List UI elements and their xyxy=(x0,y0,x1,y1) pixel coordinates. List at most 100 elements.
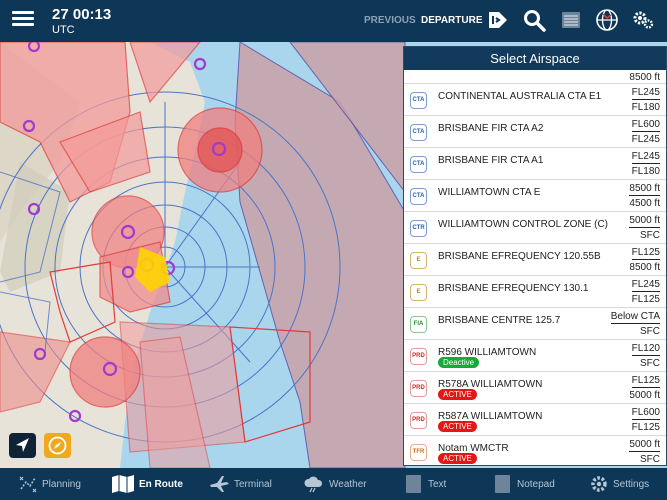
nav-en-route[interactable]: En Route xyxy=(111,468,183,500)
nav-label: Settings xyxy=(613,478,650,490)
location-arrow-icon xyxy=(16,438,29,452)
airspace-type-badge: CTR xyxy=(410,220,427,237)
airspace-type-badge: FIA xyxy=(410,316,427,333)
nav-terminal[interactable]: Terminal xyxy=(208,468,272,500)
airspace-row[interactable]: PRD R587A WILLIAMTOWN ACTIVE FL600 FL125 xyxy=(404,404,666,436)
lower-limit: 8500 ft xyxy=(629,72,660,83)
airspace-name: R587A WILLIAMTOWN xyxy=(438,411,543,422)
airspace-row[interactable]: PRD R596 WILLIAMTOWN Deactive FL120 SFC xyxy=(404,340,666,372)
status-badge: ACTIVE xyxy=(438,453,477,464)
airspace-name: WILLIAMTOWN CTA E xyxy=(438,187,541,198)
globe-icon[interactable] xyxy=(595,8,619,32)
upper-limit: FL600 xyxy=(631,407,660,420)
layers-icon[interactable] xyxy=(559,8,583,32)
locate-button[interactable] xyxy=(9,433,36,458)
panel-title: Select Airspace xyxy=(404,47,666,70)
upper-limit: FL245 xyxy=(631,87,660,100)
airspace-name: Notam WMCTR xyxy=(438,443,509,454)
upper-limit: 5000 ft xyxy=(629,215,660,228)
lower-limit: FL125 xyxy=(631,422,660,433)
airspace-row[interactable]: FIA BRISBANE CENTRE 125.7 Below CTA SFC xyxy=(404,308,666,340)
nav-notepad[interactable]: Notepad xyxy=(493,468,555,500)
utc-time: 27 00:13 xyxy=(52,6,112,23)
compass-icon xyxy=(48,436,67,455)
airspace-row[interactable]: PRD R578A WILLIAMTOWN ACTIVE FL125 5000 ft xyxy=(404,372,666,404)
status-badge: ACTIVE xyxy=(438,421,477,432)
compass-button[interactable] xyxy=(44,433,71,458)
lower-limit: SFC xyxy=(640,358,660,369)
airspace-type-badge: TFR xyxy=(410,444,427,461)
airspace-row[interactable]: CTA CONTINENTAL AUSTRALIA CTA E1 FL245 FL18… xyxy=(404,84,666,116)
status-badge: Deactive xyxy=(438,357,480,368)
airspace-row[interactable]: CTR WILLIAMTOWN CONTROL ZONE (C) 5000 ft SF… xyxy=(404,212,666,244)
airspace-row[interactable]: E BRISBANE EFREQUENCY 120.55B FL125 8500 ft xyxy=(404,244,666,276)
airspace-row[interactable]: CTA BRISBANE FIR CTA A2 FL600 FL245 xyxy=(404,116,666,148)
lower-limit: 5000 ft xyxy=(629,390,660,401)
airspace-name: CONTINENTAL AUSTRALIA CTA E1 xyxy=(438,91,602,102)
lower-limit: FL125 xyxy=(631,294,660,305)
departure-button[interactable]: DEPARTURE xyxy=(421,15,483,26)
airspace-name: BRISBANE CENTRE 125.7 xyxy=(438,315,561,326)
nav-label: Notepad xyxy=(517,478,555,490)
gears-icon[interactable] xyxy=(631,8,655,32)
nav-label: Terminal xyxy=(234,478,272,490)
airspace-type-badge: CTA xyxy=(410,124,427,141)
airspace-name: R578A WILLIAMTOWN xyxy=(438,379,543,390)
upper-limit: FL125 xyxy=(631,247,660,260)
timezone-label: UTC xyxy=(52,24,75,36)
airspace-type-badge: PRD xyxy=(410,380,427,397)
airspace-type-badge: CTA xyxy=(410,188,427,205)
route-flag-icon[interactable] xyxy=(486,8,510,32)
lower-limit: FL180 xyxy=(631,102,660,113)
map-icon xyxy=(112,475,134,493)
airspace-name: BRISBANE FIR CTA A1 xyxy=(438,155,544,166)
select-airspace-panel: Select Airspace 8500 ft CTA CONTINENTAL A… xyxy=(403,46,667,466)
lower-limit: FL180 xyxy=(631,166,660,177)
nav-label: En Route xyxy=(139,478,183,490)
bottom-nav: Planning En Route Terminal Weather Text … xyxy=(0,468,667,500)
search-icon[interactable] xyxy=(522,8,546,32)
nav-text[interactable]: Text xyxy=(404,468,446,500)
upper-limit: FL125 xyxy=(631,375,660,388)
upper-limit: 5000 ft xyxy=(629,439,660,452)
airspace-type-badge: CTA xyxy=(410,156,427,173)
airspace-type-badge: E xyxy=(410,284,427,301)
city-area xyxy=(135,247,170,292)
lower-limit: SFC xyxy=(640,454,660,465)
previous-button[interactable]: PREVIOUS xyxy=(364,15,416,26)
airspace-name: BRISBANE EFREQUENCY 130.1 xyxy=(438,283,589,294)
airspace-row[interactable]: CTA WILLIAMTOWN CTA E 8500 ft 4500 ft xyxy=(404,180,666,212)
airspace-name: R596 WILLIAMTOWN xyxy=(438,347,537,358)
list-item-partial[interactable]: 8500 ft xyxy=(404,70,666,84)
airspace-row[interactable]: CTA BRISBANE FIR CTA A1 FL245 FL180 xyxy=(404,148,666,180)
upper-limit: FL245 xyxy=(631,279,660,292)
lower-limit: SFC xyxy=(640,230,660,241)
lower-limit: 8500 ft xyxy=(629,262,660,273)
nav-settings[interactable]: Settings xyxy=(589,468,649,500)
upper-limit: FL120 xyxy=(631,343,660,356)
airspace-name: WILLIAMTOWN CONTROL ZONE (C) xyxy=(438,219,608,230)
airspace-type-badge: PRD xyxy=(410,412,427,429)
upper-limit: FL600 xyxy=(631,119,660,132)
airspace-name: BRISBANE EFREQUENCY 120.55B xyxy=(438,251,601,262)
lower-limit: 4500 ft xyxy=(629,198,660,209)
airspace-type-badge: E xyxy=(410,252,427,269)
restricted-areas xyxy=(0,42,311,468)
status-badge: ACTIVE xyxy=(438,389,477,400)
settings-icon xyxy=(591,476,607,492)
nav-label: Weather xyxy=(329,478,367,490)
upper-limit: FL245 xyxy=(631,151,660,164)
text-icon xyxy=(406,475,421,493)
nav-planning[interactable]: Planning xyxy=(18,468,81,500)
airspace-row[interactable]: E BRISBANE EFREQUENCY 130.1 FL245 FL125 xyxy=(404,276,666,308)
menu-icon[interactable] xyxy=(12,11,34,29)
airspace-list: 8500 ft CTA CONTINENTAL AUSTRALIA CTA E1 F… xyxy=(404,70,666,465)
nav-label: Text xyxy=(428,478,447,490)
nav-weather[interactable]: Weather xyxy=(303,468,367,500)
upper-limit: Below CTA xyxy=(610,311,660,324)
planning-icon xyxy=(19,476,37,493)
nav-label: Planning xyxy=(42,478,81,490)
airspace-row[interactable]: TFR Notam WMCTR ACTIVE 5000 ft SFC xyxy=(404,436,666,465)
airspace-type-badge: CTA xyxy=(410,92,427,109)
airplane-icon xyxy=(210,476,229,492)
